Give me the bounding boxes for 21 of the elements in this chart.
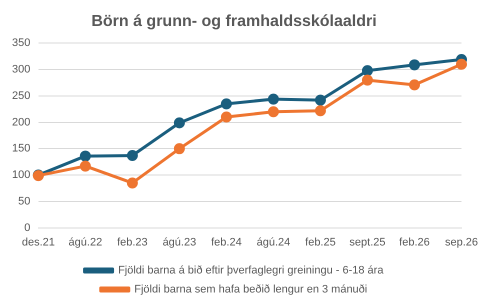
x-tick-label: feb.24 (211, 236, 242, 248)
x-tick-label: feb.25 (305, 236, 336, 248)
y-tick-label: 150 (12, 142, 30, 155)
y-tick-label: 350 (12, 37, 30, 50)
y-tick-label: 0 (24, 222, 30, 234)
x-tick-label: sep.26 (444, 236, 478, 248)
x-tick-label: ágú.23 (162, 236, 196, 248)
x-tick-label: ágú.22 (68, 236, 102, 248)
y-tick-label: 300 (12, 64, 30, 76)
y-tick-label: 100 (12, 169, 30, 182)
legend-label: Fjöldi barna sem hafa beðið lengur en 3 mánuði (134, 284, 368, 296)
legend-label: Fjöldi barna á bið eftir þverfaglegri greiningu - 6-18 ára (118, 264, 384, 277)
chart-title: Börn á grunn- og framhaldsskólaaldri (91, 13, 377, 30)
x-tick-label: ágú.24 (256, 236, 290, 248)
y-tick-label: 200 (12, 116, 30, 128)
x-tick-label: feb.26 (399, 236, 430, 248)
x-tick-label: sept.25 (349, 236, 386, 248)
x-tick-label: des.21 (22, 236, 55, 248)
y-tick-label: 50 (18, 195, 30, 208)
y-tick-label: 250 (12, 90, 30, 102)
x-tick-label: feb.23 (117, 236, 148, 248)
